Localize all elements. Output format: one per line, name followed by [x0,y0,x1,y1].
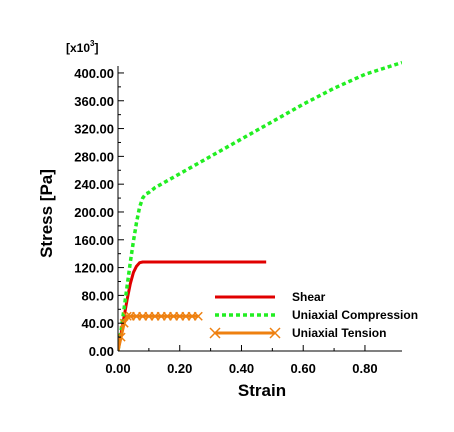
series-uniaxial-compression [118,60,402,351]
y-tick-label: 360.00 [74,94,114,109]
y-tick-label: 240.00 [74,177,114,192]
x-tick-label: 0.80 [352,361,377,376]
legend-label: Uniaxial Tension [292,326,386,340]
legend-label: Uniaxial Compression [292,308,418,322]
series-point-marker [122,311,132,321]
series-shear [118,260,267,351]
y-tick-label: 40.00 [81,316,114,331]
legend-item: Shear [215,290,326,304]
y-multiplier-base: [x10 [66,41,90,55]
y-tick-label: 160.00 [74,233,114,248]
y-multiplier-close: ] [94,41,98,55]
y-tick-label: 120.00 [74,261,114,276]
marker-stroke [122,311,132,321]
marker-stroke [193,311,203,321]
x-tick-label: 0.20 [167,361,192,376]
y-tick-label: 320.00 [74,122,114,137]
axes-layer [117,66,402,352]
y-axis-title: Stress [Pa] [37,169,56,258]
legend-marker [269,327,281,339]
series-line [118,260,267,351]
legend-marker [209,327,221,339]
x-axis-ticks: 0.00 0.20 0.40 0.60 0.80 [105,345,378,376]
y-multiplier-exponent: 3 [90,39,95,48]
x-tick-label: 0.60 [291,361,316,376]
series-point-marker [193,311,203,321]
series-uniaxial-tension [118,311,203,351]
x-tick-label: 0.40 [229,361,254,376]
series-line [118,60,402,351]
x-axis-title: Strain [238,381,286,400]
y-tick-label: 80.00 [81,288,114,303]
y-axis-ticks: 0.00 40.00 80.00 120.00 160.00 200.00 240.00 28… [74,66,124,359]
legend-item: Uniaxial Tension [209,326,386,340]
y-tick-label: 200.00 [74,205,114,220]
legend-label: Shear [292,290,326,304]
series-layer [118,60,402,351]
y-tick-label: 280.00 [74,149,114,164]
y-tick-label: 0.00 [89,344,114,359]
x-tick-label: 0.00 [105,361,130,376]
y-axis-multiplier: [x103] [66,39,98,55]
legend: Shear Uniaxial Compression Uniaxial Tensio… [209,290,418,340]
series-line [118,314,199,351]
y-tick-label: 400.00 [74,66,114,81]
legend-item: Uniaxial Compression [215,308,418,322]
